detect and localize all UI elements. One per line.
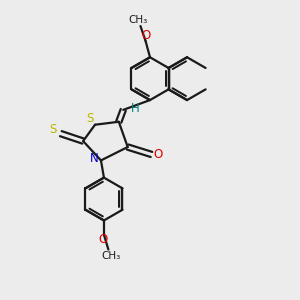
- Text: S: S: [86, 112, 93, 125]
- Text: O: O: [99, 233, 108, 246]
- Text: S: S: [49, 123, 56, 136]
- Text: CH₃: CH₃: [128, 14, 147, 25]
- Text: CH₃: CH₃: [102, 251, 121, 261]
- Text: H: H: [131, 102, 140, 115]
- Text: O: O: [153, 148, 163, 161]
- Text: N: N: [90, 152, 99, 165]
- Text: O: O: [141, 29, 150, 42]
